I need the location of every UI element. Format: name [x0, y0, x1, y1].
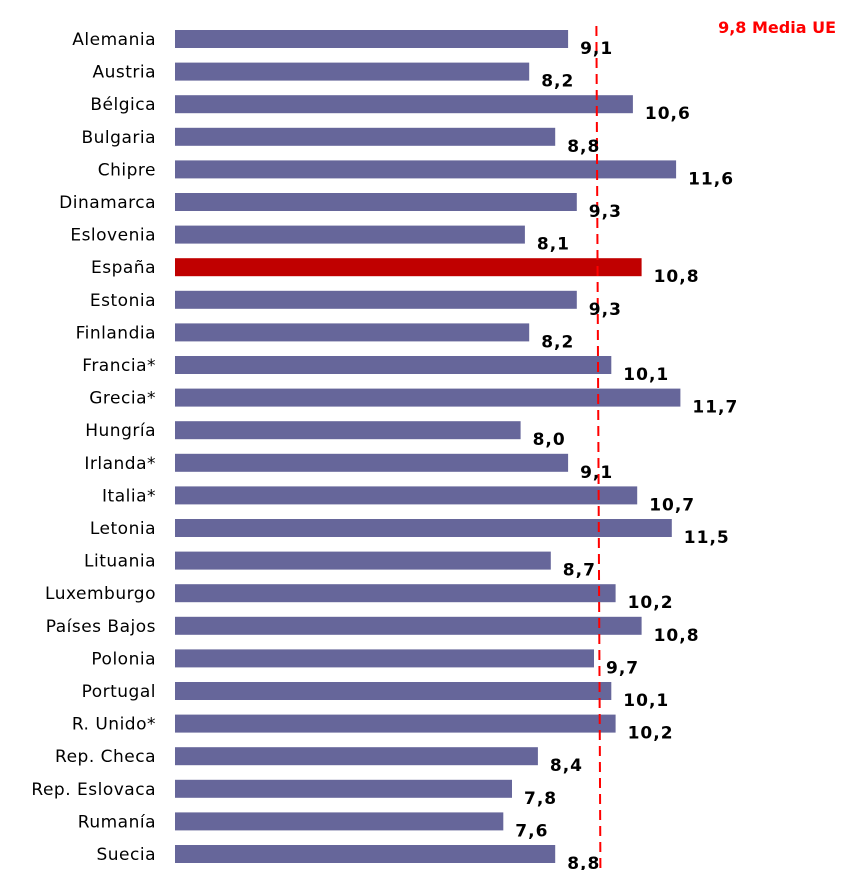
value-label: 8,0 [533, 430, 566, 450]
value-label: 8,7 [563, 561, 596, 581]
bar-luxemburgo [175, 584, 616, 603]
category-label: Rep. Checa [55, 747, 156, 767]
eu-average-line [595, 25, 602, 869]
bar-hungría [175, 421, 521, 440]
bar-italia [175, 486, 638, 505]
category-label: Rumanía [78, 812, 156, 832]
bar-portugal [175, 682, 612, 700]
value-label: 10,1 [623, 365, 669, 385]
bars-layer [175, 30, 681, 863]
category-label: Estonia [90, 291, 156, 311]
value-label: 10,8 [654, 267, 700, 287]
value-label: 9,1 [580, 39, 613, 59]
bar-bélgica [175, 95, 633, 114]
value-label: 11,7 [692, 398, 738, 418]
value-label: 10,6 [645, 104, 691, 124]
bar-letonia [175, 519, 672, 537]
category-label: Eslovenia [70, 226, 156, 246]
bar-dinamarca [175, 193, 577, 211]
eu-average-label: 9,8 Media UE [718, 18, 836, 37]
bar-suecia [175, 845, 556, 863]
value-label: 11,6 [688, 169, 734, 189]
category-label: Bélgica [90, 95, 156, 115]
category-label: Chipre [98, 160, 156, 180]
bar-finlandia [175, 323, 530, 342]
category-label: Rep. Eslovaca [31, 780, 156, 800]
value-label: 10,2 [628, 724, 674, 744]
category-label: Irlanda* [84, 454, 156, 474]
value-label: 8,2 [541, 332, 574, 352]
category-label: Lituania [84, 552, 156, 572]
category-label: Letonia [90, 519, 156, 539]
category-label: Países Bajos [46, 617, 156, 637]
bar-alemania [175, 30, 569, 48]
bar-españa [175, 258, 642, 277]
category-label: Polonia [91, 649, 156, 669]
value-label: 10,2 [628, 593, 674, 613]
value-label: 7,8 [524, 789, 557, 809]
value-label: 8,1 [537, 235, 570, 255]
value-label: 10,7 [649, 495, 695, 515]
value-label: 8,2 [541, 72, 574, 92]
category-label: Suecia [96, 845, 156, 865]
category-label: Dinamarca [59, 193, 156, 213]
bar-lituania [175, 551, 551, 570]
value-label: 11,5 [684, 528, 730, 548]
category-label: Portugal [82, 682, 156, 702]
value-label: 9,7 [606, 658, 639, 678]
category-label: Bulgaria [82, 128, 157, 148]
value-label: 8,8 [567, 137, 600, 157]
category-label: Alemania [72, 30, 156, 50]
bar-chipre [175, 160, 677, 179]
labels-layer: Alemania 9,1 Austria 8,2 Bélgica 10,6 Bulgaria… [31, 30, 738, 870]
value-label: 8,8 [567, 854, 600, 870]
category-label: Austria [92, 63, 156, 83]
bar-francia [175, 356, 612, 374]
bar-irlanda [175, 453, 569, 472]
category-label: R. Unido* [72, 715, 156, 735]
bar-grecia [175, 388, 681, 407]
bar-eslovenia [175, 225, 525, 244]
bar-austria [175, 62, 530, 81]
reference-line-layer: 9,8 Media UE [595, 18, 836, 869]
value-label: 8,4 [550, 756, 583, 776]
bar-estonia [175, 290, 577, 309]
bar-r-unido [175, 714, 616, 733]
bar-rumanía [175, 812, 504, 831]
value-label: 9,3 [589, 300, 622, 320]
category-label: Italia* [102, 486, 156, 506]
category-label: España [91, 258, 156, 278]
bar-países-bajos [175, 616, 642, 635]
value-label: 9,3 [589, 202, 622, 222]
value-label: 7,6 [515, 821, 548, 841]
bar-polonia [175, 649, 594, 668]
category-label: Luxemburgo [45, 584, 156, 604]
value-label: 9,1 [580, 463, 613, 483]
value-label: 10,8 [654, 626, 700, 646]
category-label: Francia* [82, 356, 156, 376]
bar-bulgaria [175, 127, 556, 146]
value-label: 10,1 [623, 691, 669, 711]
category-label: Hungría [85, 421, 156, 441]
category-label: Finlandia [76, 323, 156, 343]
category-label: Grecia* [89, 389, 156, 409]
bar-rep-checa [175, 747, 538, 766]
bar-rep-eslovaca [175, 779, 512, 798]
